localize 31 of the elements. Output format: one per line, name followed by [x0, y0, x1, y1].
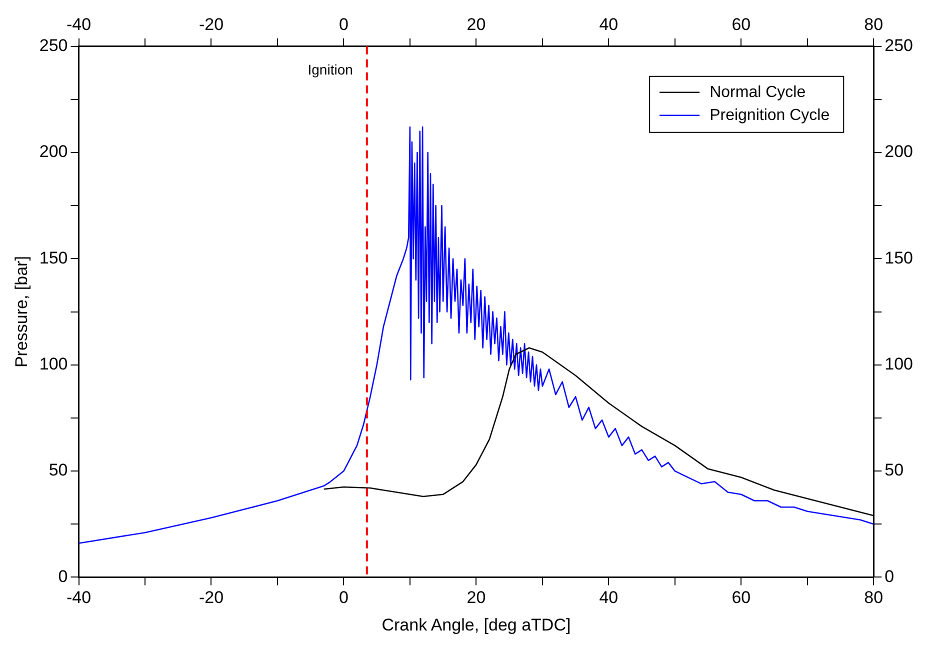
ref-line-label: Ignition	[308, 61, 353, 78]
x-tick-label: 20	[466, 588, 486, 608]
y2-tick-label: 0	[884, 566, 894, 586]
x-tick-label: 60	[732, 588, 751, 608]
y2-tick-label: 150	[884, 248, 914, 268]
legend-label: Preignition Cycle	[710, 106, 830, 124]
y-tick-label: 150	[39, 248, 68, 268]
x-tick-label: -40	[66, 588, 92, 608]
x-axis-title: Crank Angle, [deg aTDC]	[382, 615, 571, 634]
y2-tick-label: 200	[884, 142, 914, 162]
y-tick-label: 250	[39, 36, 68, 56]
y2-tick-label: 50	[884, 460, 904, 480]
x2-tick-label: 80	[864, 14, 884, 34]
y-tick-label: 100	[39, 354, 68, 374]
legend-label: Normal Cycle	[710, 84, 806, 101]
x2-tick-label: 0	[338, 14, 348, 34]
x2-tick-label: 60	[732, 14, 751, 34]
x2-tick-label: -20	[198, 14, 224, 34]
y-tick-label: 200	[39, 142, 68, 162]
x2-tick-label: -40	[66, 14, 92, 34]
x2-tick-label: 40	[599, 14, 618, 34]
x-tick-label: -20	[198, 588, 224, 608]
x-tick-label: 80	[864, 588, 884, 608]
y-tick-label: 0	[58, 566, 68, 586]
y-tick-label: 50	[48, 460, 68, 480]
y-axis-title: Pressure, [bar]	[12, 256, 31, 368]
x-tick-label: 0	[338, 588, 348, 608]
x2-tick-label: 20	[466, 14, 486, 34]
y2-tick-label: 100	[884, 354, 914, 374]
y2-tick-label: 250	[884, 36, 914, 56]
x-tick-label: 40	[599, 588, 618, 608]
